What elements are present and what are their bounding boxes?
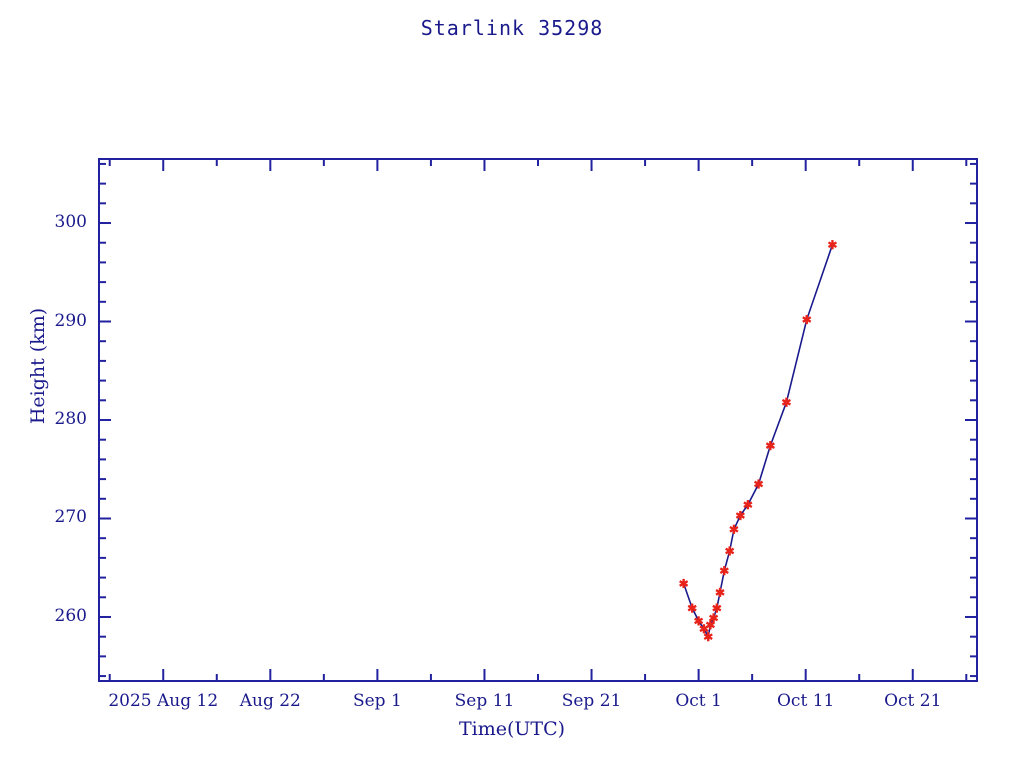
- data-point: [781, 397, 791, 407]
- x-tick-label: Sep 11: [454, 691, 515, 711]
- data-point: [712, 603, 722, 613]
- axis-ticks: [99, 159, 977, 681]
- data-point: [802, 314, 812, 325]
- chart-title: Starlink 35298: [420, 16, 604, 40]
- data-point: [679, 578, 689, 589]
- data-point: [687, 603, 697, 613]
- plot-frame: [98, 158, 978, 682]
- x-tick-label: Sep 1: [352, 691, 402, 711]
- x-tick-label: Sep 21: [561, 691, 622, 711]
- y-tick-label: 290: [54, 310, 87, 331]
- data-point: [753, 479, 764, 489]
- x-axis-title: Time(UTC): [458, 718, 566, 740]
- data-point: [694, 616, 704, 626]
- y-tick-label: 300: [54, 212, 87, 233]
- data-point: [705, 620, 715, 630]
- data-markers: [679, 240, 838, 642]
- data-point: [765, 441, 775, 451]
- data-point: [715, 587, 725, 597]
- x-tick-label: Aug 22: [239, 691, 301, 711]
- x-tick-label: 2025 Aug 12: [108, 691, 219, 711]
- data-point: [709, 613, 719, 623]
- y-tick-label: 280: [54, 409, 87, 429]
- y-tick-label: 260: [54, 605, 87, 626]
- data-point: [703, 632, 713, 642]
- x-tick-label: Oct 1: [675, 691, 722, 711]
- data-point: [719, 566, 729, 576]
- y-axis-title: Height (km): [27, 307, 49, 425]
- data-point: [743, 500, 753, 510]
- data-line: [682, 244, 834, 640]
- data-point: [827, 240, 838, 250]
- data-point: [725, 546, 735, 556]
- data-point: [729, 524, 739, 534]
- x-tick-label: Oct 11: [777, 691, 835, 711]
- data-point: [735, 510, 745, 521]
- y-tick-label: 270: [54, 507, 87, 528]
- x-tick-label: Oct 21: [884, 691, 942, 711]
